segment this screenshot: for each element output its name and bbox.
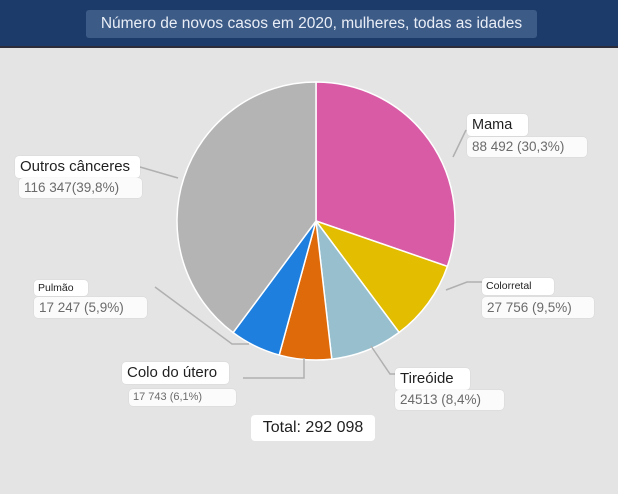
slice-colorretal [313, 219, 449, 334]
value-mama: 88 492 (30,3%) [467, 137, 587, 157]
slice-mama [315, 81, 456, 268]
label-colorretal: Colorretal [482, 278, 554, 295]
label-pulmao: Pulmão [34, 280, 88, 296]
label-tireoide: Tireóide [395, 368, 470, 390]
value-colo-do-utero: 17 743 (6,1%) [129, 389, 236, 406]
chart-title: Número de novos casos em 2020, mulheres,… [86, 10, 537, 38]
label-mama: Mama [467, 114, 528, 136]
leader-pulmao [154, 286, 249, 345]
value-pulmao: 17 247 (5,9%) [34, 297, 147, 318]
label-outros-canceres: Outros cânceres [15, 156, 140, 178]
slice-outros-canceres [176, 81, 317, 334]
leader-colo-do-utero [243, 358, 305, 379]
value-colorretal: 27 756 (9,5%) [482, 297, 594, 318]
leader-colorretal [445, 281, 482, 291]
leader-mama [452, 129, 467, 158]
header-bar: Número de novos casos em 2020, mulheres,… [0, 0, 618, 48]
value-tireoide: 24513 (8,4%) [395, 390, 504, 410]
leader-tireoide [370, 345, 396, 375]
leader-outros-canceres [139, 166, 179, 179]
total-label: Total: 292 098 [251, 415, 375, 441]
label-colo-do-utero: Colo do útero [122, 362, 229, 384]
value-outros-canceres: 116 347(39,8%) [19, 178, 142, 198]
